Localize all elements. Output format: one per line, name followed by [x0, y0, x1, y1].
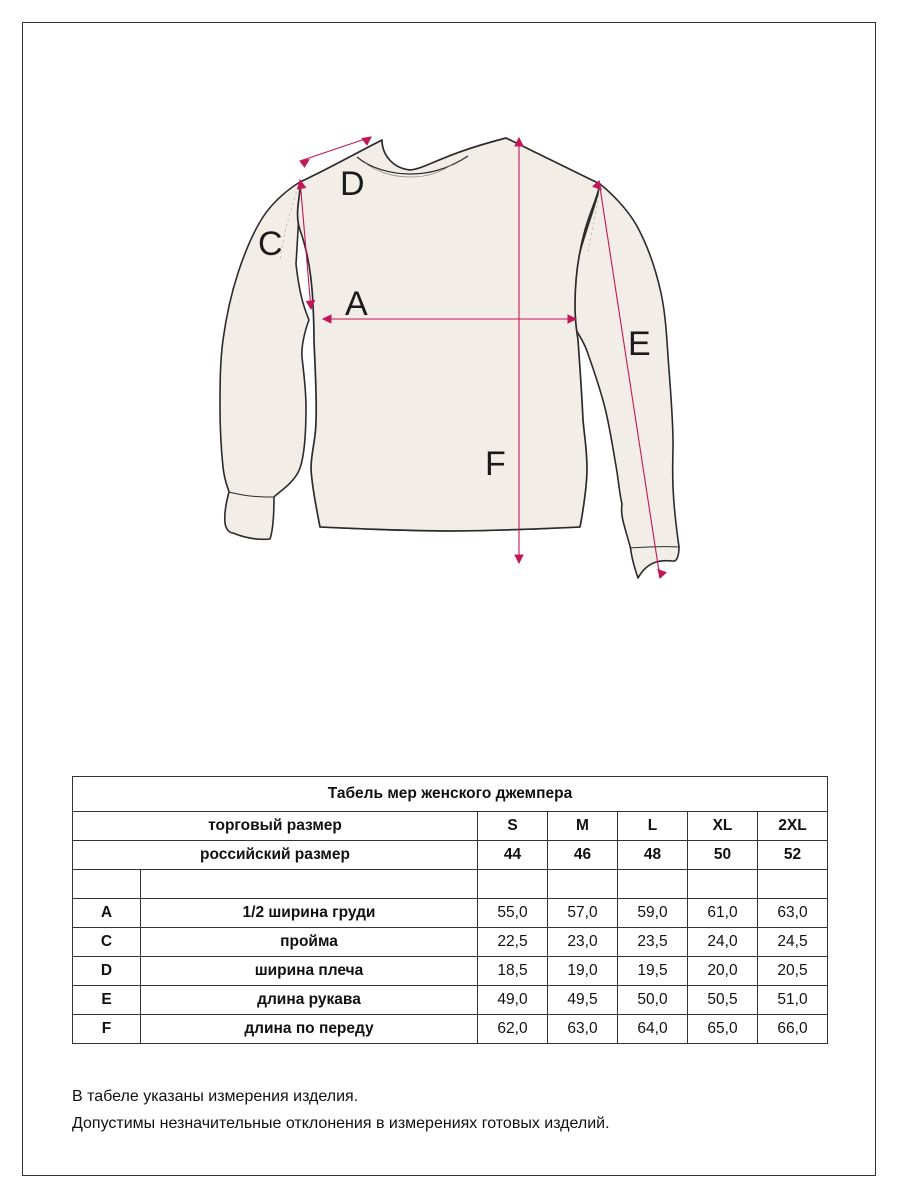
svg-text:A: A [345, 285, 368, 323]
svg-text:D: D [340, 165, 365, 203]
svg-text:F: F [485, 445, 506, 483]
svg-text:C: C [258, 225, 283, 263]
svg-text:E: E [628, 325, 651, 363]
